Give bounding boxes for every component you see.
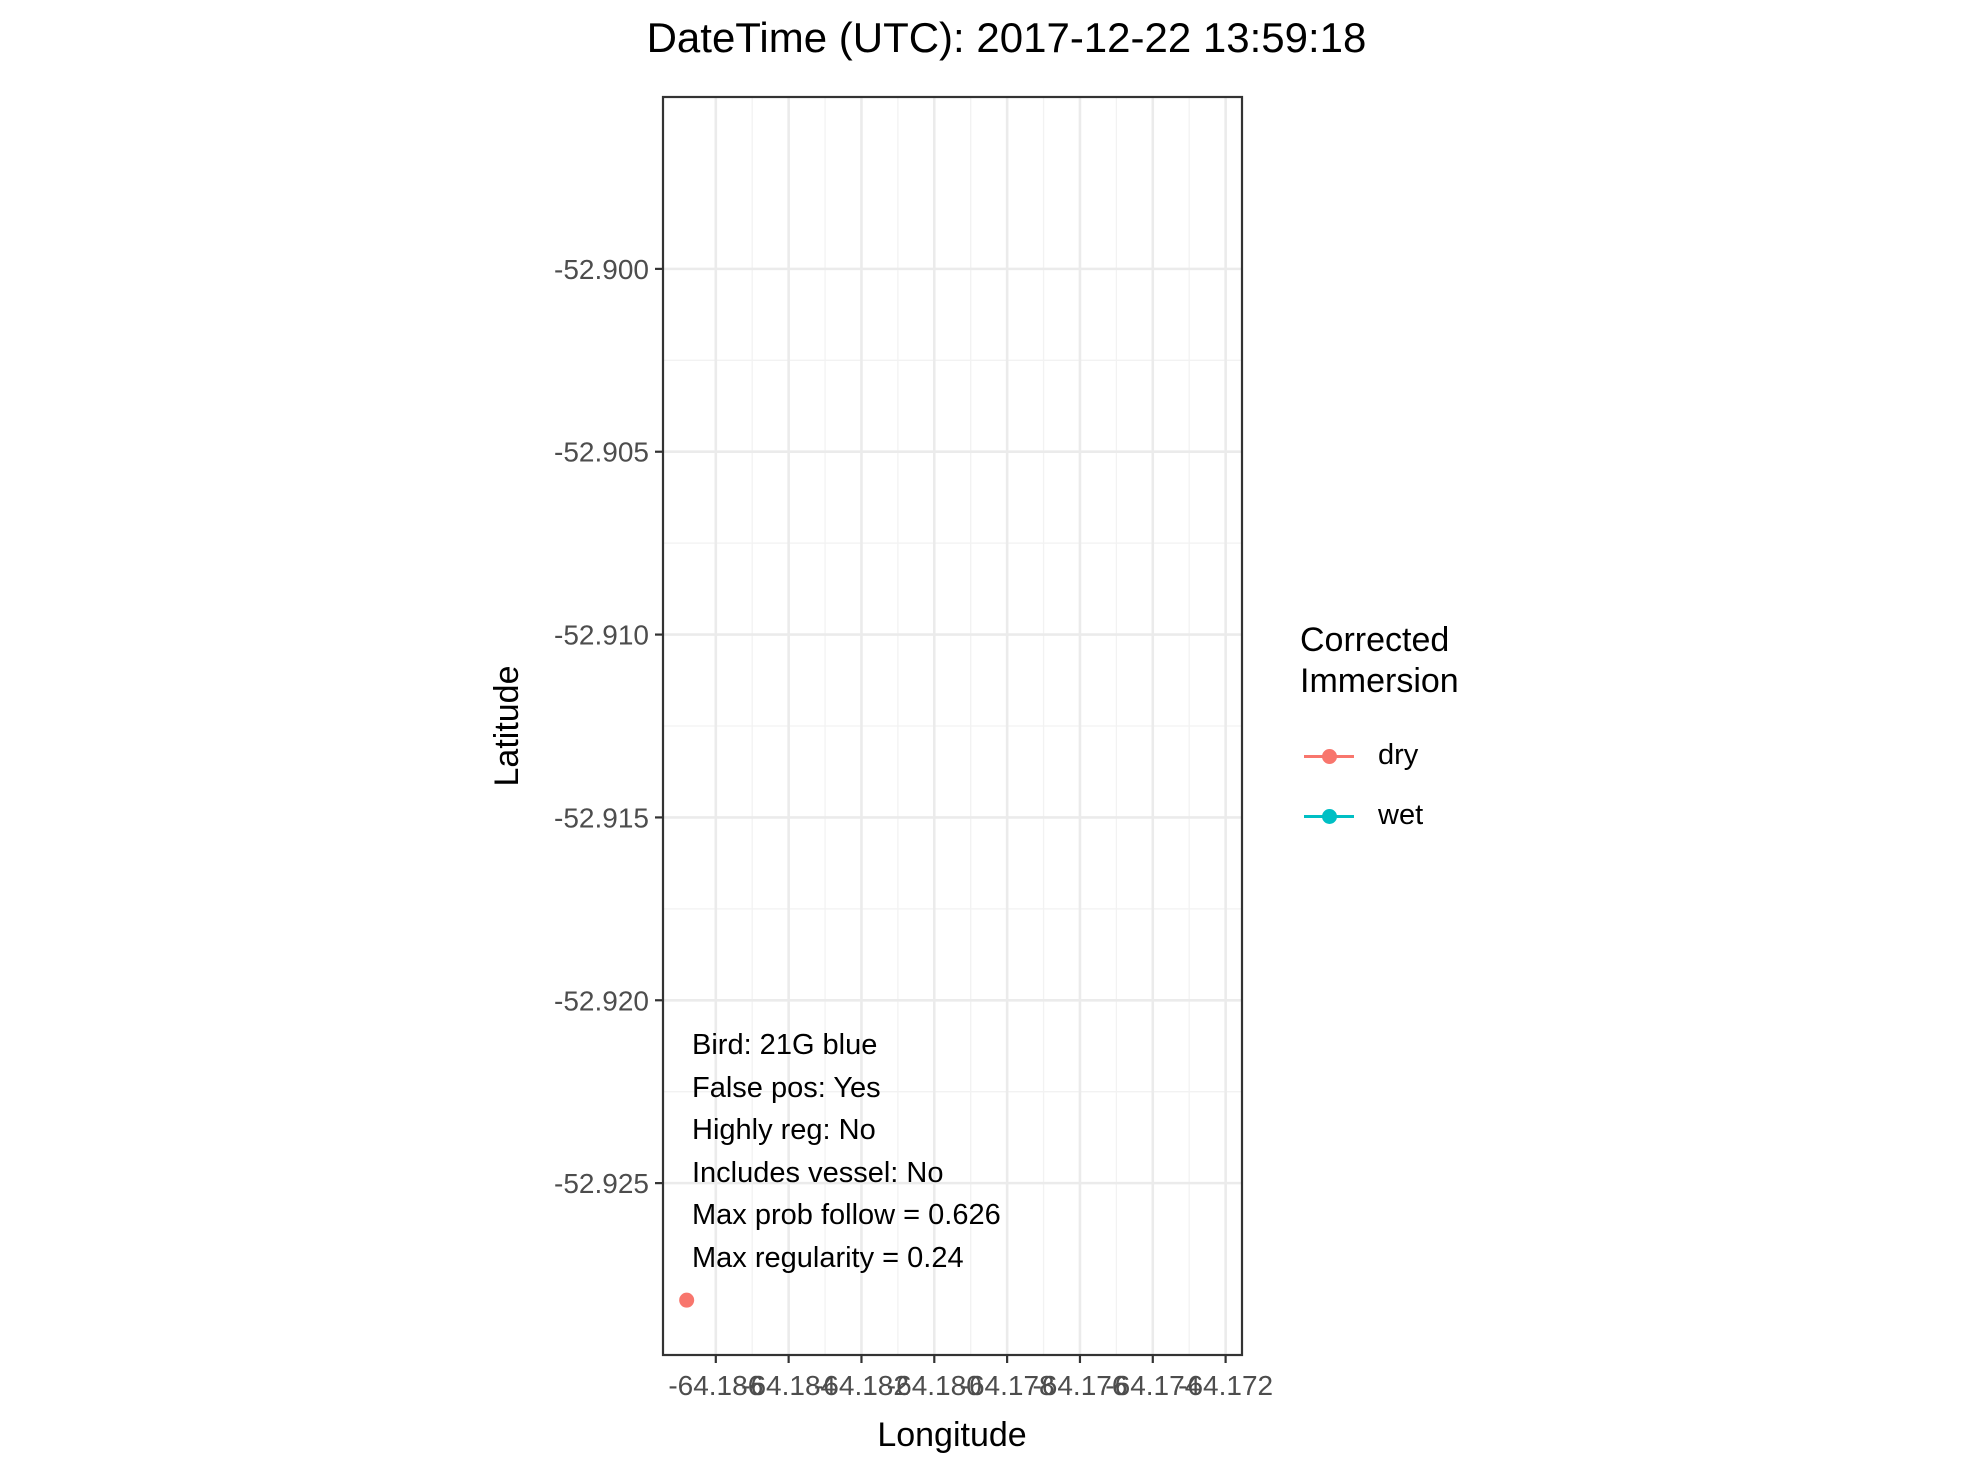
x-tick-label: -64.182 bbox=[814, 1370, 909, 1401]
x-tick-label: -64.178 bbox=[960, 1370, 1055, 1401]
y-tick-label: -52.915 bbox=[554, 802, 649, 833]
x-tick-label: -64.180 bbox=[887, 1370, 982, 1401]
y-tick-label: -52.920 bbox=[554, 985, 649, 1016]
y-tick-label: -52.905 bbox=[554, 437, 649, 468]
annotation-bird: Bird: 21G blue bbox=[692, 1029, 878, 1061]
x-tick-label: -64.174 bbox=[1105, 1370, 1200, 1401]
x-tick-label: -64.184 bbox=[741, 1370, 836, 1401]
legend-title-line-2: Immersion bbox=[1300, 662, 1459, 700]
legend-key-wet bbox=[1304, 786, 1354, 846]
legend: Corrected Immersion dry wet bbox=[1300, 620, 1459, 846]
annotation-max-regularity: Max regularity = 0.24 bbox=[692, 1241, 964, 1274]
x-tick-label: -64.176 bbox=[1032, 1370, 1127, 1401]
legend-item-wet: wet bbox=[1300, 786, 1459, 846]
data-points bbox=[679, 1292, 695, 1308]
annotation-includes-vessel: Includes vessel: No bbox=[692, 1156, 944, 1189]
y-tick-label: -52.910 bbox=[554, 620, 649, 651]
legend-item-dry: dry bbox=[1300, 726, 1459, 786]
y-tick-label: -52.900 bbox=[554, 254, 649, 285]
plot-panel-border bbox=[661, 95, 1244, 1357]
x-axis: -64.186-64.184-64.182-64.180-64.178-64.1… bbox=[668, 1355, 1273, 1401]
y-axis-title: Latitude bbox=[488, 666, 526, 787]
data-point-dry bbox=[679, 1292, 695, 1308]
legend-title-line-1: Corrected bbox=[1300, 621, 1450, 659]
y-tick-label: -52.925 bbox=[554, 1168, 649, 1199]
chart-title: DateTime (UTC): 2017-12-22 13:59:18 bbox=[646, 14, 1367, 61]
annotation-highly-reg: Highly reg: No bbox=[692, 1114, 876, 1146]
grid-major bbox=[663, 97, 1242, 1355]
annotation-box: Bird: 21G blue False pos: Yes Highly reg… bbox=[692, 1024, 1001, 1279]
legend-label-dry: dry bbox=[1378, 739, 1419, 771]
x-tick-label: -64.186 bbox=[668, 1370, 763, 1401]
x-axis-title: Longitude bbox=[877, 1416, 1026, 1454]
y-axis: -52.900 -52.905 -52.910 -52.915 -52.920 -52.9… bbox=[554, 254, 663, 1199]
annotation-false-pos: False pos: Yes bbox=[692, 1071, 881, 1104]
annotation-max-prob-follow: Max prob follow = 0.626 bbox=[692, 1199, 1001, 1231]
legend-key-dry bbox=[1304, 726, 1354, 786]
x-tick-label: -64.172 bbox=[1178, 1370, 1273, 1401]
legend-label-wet: wet bbox=[1378, 799, 1424, 831]
grid-minor bbox=[663, 97, 1242, 1355]
